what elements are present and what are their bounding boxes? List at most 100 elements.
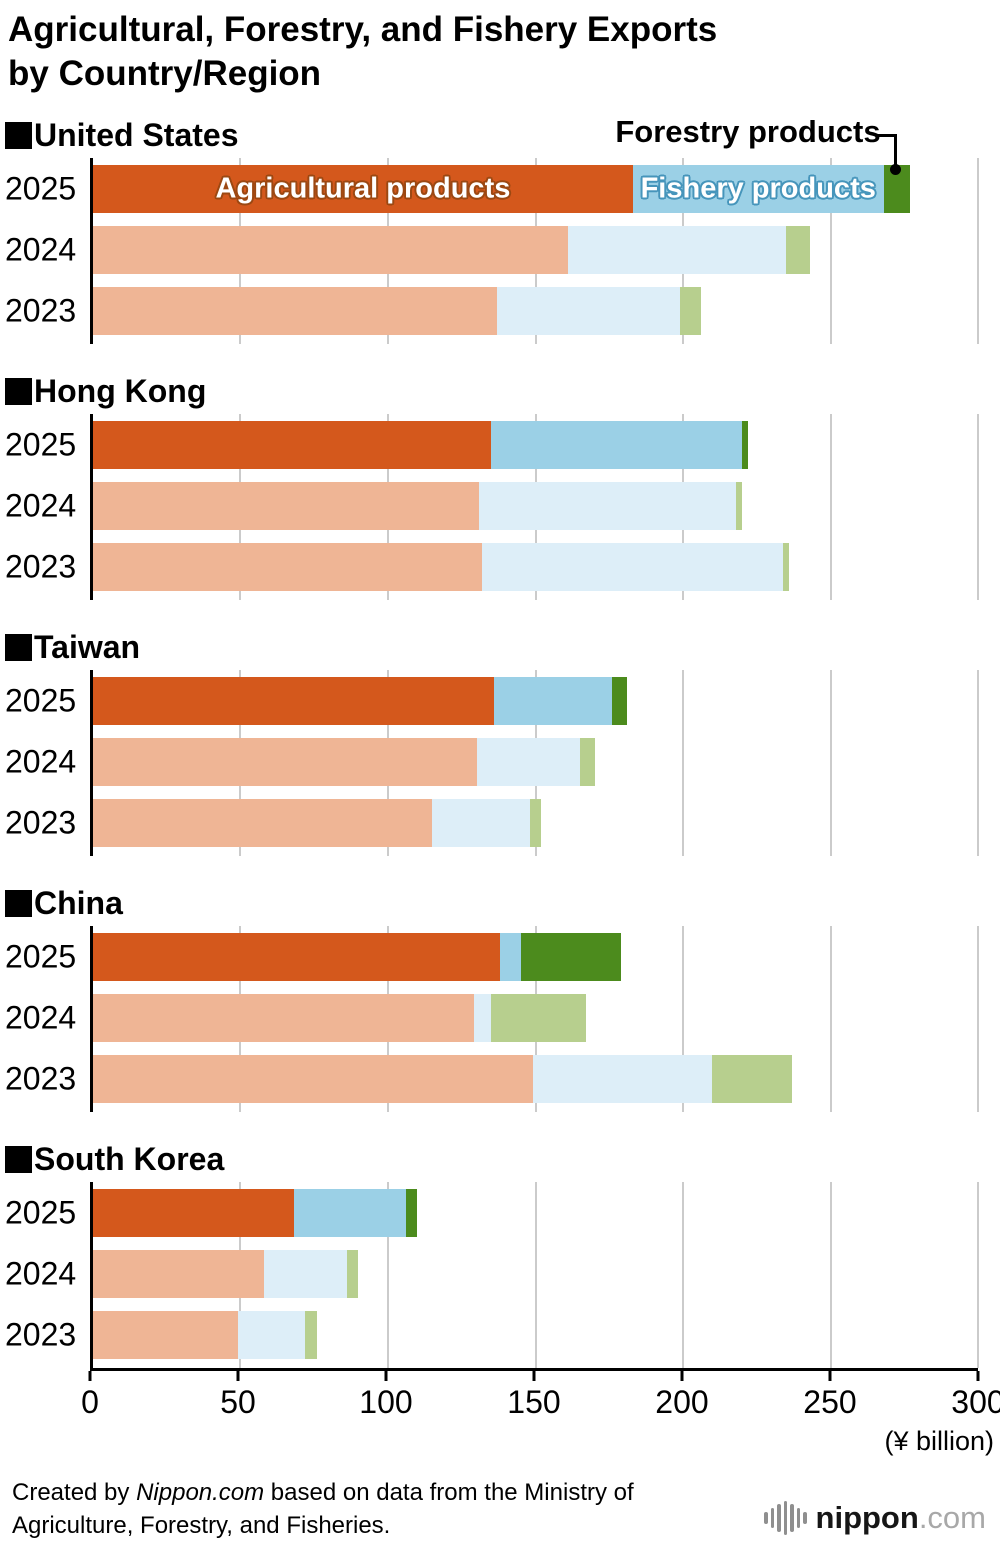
section-marker-square xyxy=(5,1145,32,1173)
region-section-taiwan: Taiwan 2025 2024 2023 xyxy=(0,624,1000,857)
gridline xyxy=(386,1182,389,1369)
section-marker-square xyxy=(5,121,32,149)
bar-track xyxy=(93,1250,978,1299)
bar-segment-forestry xyxy=(786,226,810,275)
chart-title-line1: Agricultural, Forestry, and Fishery Expo… xyxy=(8,10,718,49)
x-axis-tick-label: 0 xyxy=(81,1384,99,1421)
bar-segment-forestry xyxy=(346,1250,359,1299)
callout-dot xyxy=(890,164,902,176)
bar-segment-fishery xyxy=(500,933,521,982)
bar-row: 2024 xyxy=(5,994,978,1043)
bar-segment-agricultural xyxy=(93,933,501,982)
bar-segment-forestry xyxy=(742,421,748,470)
year-label: 2025 xyxy=(5,682,77,719)
bar-segment-forestry xyxy=(520,933,622,982)
bar-segment-fishery xyxy=(532,1055,713,1104)
bar-segment-fishery xyxy=(264,1250,347,1299)
region-header: Taiwan xyxy=(0,624,1000,670)
gridline xyxy=(829,670,832,857)
x-axis-tick xyxy=(532,1371,536,1382)
bar-track: Agricultural products Fishery products xyxy=(93,165,978,214)
x-axis-tick-label: 250 xyxy=(803,1384,857,1421)
bar-segment-agricultural xyxy=(93,1250,265,1299)
bar-segment-agricultural xyxy=(93,994,474,1043)
credit-text: Created by Nippon.com based on data from… xyxy=(12,1477,672,1542)
credit-prefix: Created by xyxy=(12,1479,137,1507)
bar-segment-agricultural xyxy=(93,799,433,848)
gridline xyxy=(977,414,979,601)
bar-segment-fishery xyxy=(482,543,784,592)
bar-segment-agricultural xyxy=(93,543,483,592)
bar-segment-agricultural xyxy=(93,1055,533,1104)
bar-track xyxy=(93,421,978,470)
bar-segment-forestry xyxy=(579,738,595,787)
gridline xyxy=(681,670,684,857)
plot-area: 2025 2024 2023 xyxy=(5,670,979,857)
year-label: 2023 xyxy=(5,292,77,329)
chart-title-line2: by Country/Region xyxy=(8,54,322,94)
bar-segment-forestry xyxy=(612,677,627,726)
bar-segment-agricultural xyxy=(93,1311,238,1360)
region-section-china: China 2025 2024 2023 xyxy=(0,880,1000,1113)
year-label: 2025 xyxy=(5,170,77,207)
bar-segment-fishery xyxy=(567,226,787,275)
bar-row: 2023 xyxy=(5,799,978,848)
callout-line xyxy=(876,134,897,169)
bar-segment-forestry xyxy=(736,482,742,531)
year-label: 2025 xyxy=(5,426,77,463)
bar-row: 2023 xyxy=(5,1055,978,1104)
region-name: Hong Kong xyxy=(34,372,207,409)
region-header: United States xyxy=(0,112,1000,158)
x-axis-tick xyxy=(680,1371,684,1382)
gridline xyxy=(829,926,832,1113)
bar-row: 2025 xyxy=(5,421,978,470)
year-label: 2024 xyxy=(5,487,77,524)
bar-track xyxy=(93,677,978,726)
bar-segment-agricultural xyxy=(93,421,492,470)
logo-text: nippon.com xyxy=(816,1500,986,1536)
bar-track xyxy=(93,482,978,531)
region-name: Taiwan xyxy=(34,628,141,665)
bar-track xyxy=(93,738,978,787)
bar-track xyxy=(93,287,978,336)
bar-track xyxy=(93,1055,978,1104)
fishery-products-label: Fishery products xyxy=(640,172,876,205)
bar-track xyxy=(93,226,978,275)
bar-segment-fishery xyxy=(497,287,681,336)
bar-segment-agricultural xyxy=(93,482,480,531)
gridline xyxy=(977,158,979,345)
region-header: China xyxy=(0,880,1000,926)
x-axis-tick-label: 150 xyxy=(507,1384,561,1421)
x-axis-tick-label: 300 xyxy=(951,1384,1000,1421)
year-label: 2024 xyxy=(5,1255,77,1292)
plot-area: 2025 2024 2023 xyxy=(5,1182,979,1369)
bar-segment-fishery xyxy=(473,994,492,1043)
logo-tld: .com xyxy=(918,1500,986,1535)
bar-row: 2024 xyxy=(5,226,978,275)
region-section-united-states: United States 2025 Agricultural products Fi… xyxy=(0,112,1000,345)
year-label: 2025 xyxy=(5,938,77,975)
bar-segment-fishery xyxy=(479,482,737,531)
region-header: Hong Kong xyxy=(0,368,1000,414)
bar-track xyxy=(93,933,978,982)
nippon-logo: nippon.com xyxy=(764,1500,986,1542)
bar-segment-forestry xyxy=(405,1189,418,1238)
x-axis-tick xyxy=(828,1371,832,1382)
x-axis-tick-label: 100 xyxy=(359,1384,413,1421)
gridline xyxy=(829,1182,832,1369)
bar-segment-fishery xyxy=(476,738,580,787)
section-marker-square xyxy=(5,377,32,405)
region-name: South Korea xyxy=(34,1140,225,1177)
year-label: 2024 xyxy=(5,743,77,780)
bar-row: 2025 xyxy=(5,1189,978,1238)
bar-row: 2024 xyxy=(5,482,978,531)
gridline xyxy=(977,670,979,857)
gridline xyxy=(681,1182,684,1369)
bar-row: 2024 xyxy=(5,1250,978,1299)
year-label: 2023 xyxy=(5,804,77,841)
year-label: 2025 xyxy=(5,1194,77,1231)
bar-segment-fishery xyxy=(494,677,613,726)
bar-row: 2023 xyxy=(5,287,978,336)
bar-segment-fishery xyxy=(237,1311,306,1360)
